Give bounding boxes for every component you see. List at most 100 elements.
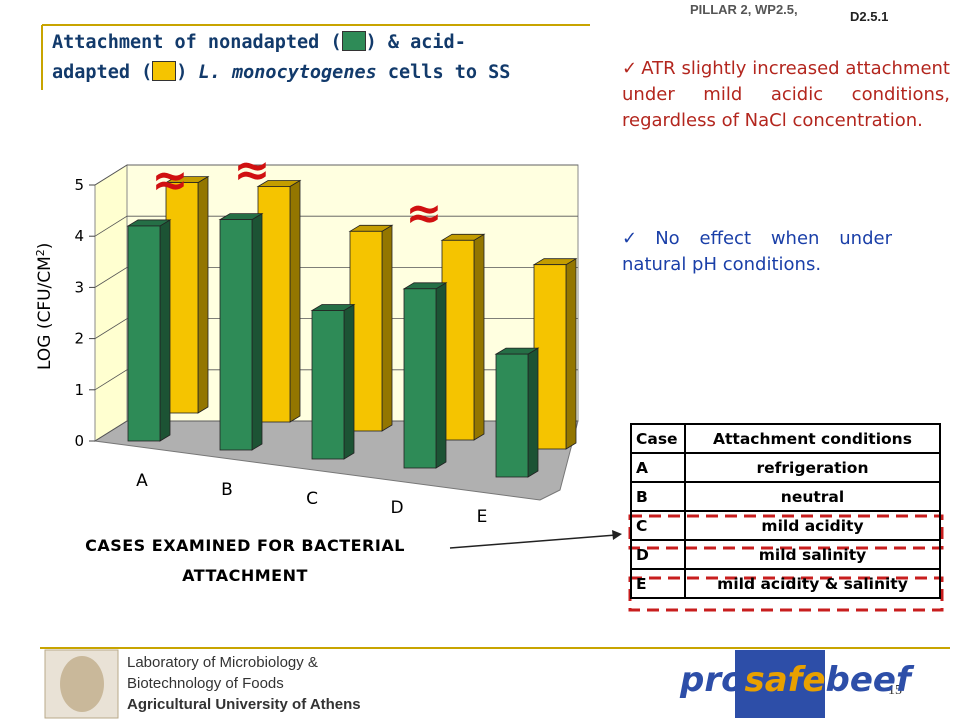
grid-line — [94, 215, 578, 237]
grid-line — [94, 266, 578, 288]
bar-front — [257, 186, 291, 423]
footer-line: Laboratory of Microbiology & — [127, 654, 318, 671]
y-tick-label: 1 — [74, 381, 84, 399]
bar-side — [197, 175, 209, 414]
bar-side — [289, 179, 301, 423]
table-header: Case Attachment conditions — [630, 423, 941, 454]
x-tick-label: D — [390, 498, 403, 518]
bar — [256, 179, 302, 423]
bar-side — [159, 219, 171, 442]
y-axis-label-part: 2 — [34, 249, 47, 256]
bullet: No effect when under natural pH conditio… — [622, 226, 892, 278]
cell: neutral — [684, 481, 941, 512]
title-text: adapted ( — [52, 62, 153, 83]
x-tick-label: A — [136, 471, 148, 491]
bar — [440, 233, 486, 441]
annotation: ≈ — [152, 155, 189, 206]
bar — [126, 219, 172, 442]
title-text: ) & acid- — [365, 32, 466, 53]
annotation: ≈ — [406, 188, 443, 239]
bar-side — [435, 282, 447, 469]
deliverable: D2.5.1 — [850, 9, 888, 24]
bar-front — [165, 182, 199, 414]
title-line: adapted () L. monocytogenes cells to SS — [52, 61, 511, 83]
bar-front — [219, 219, 253, 451]
legend-swatch — [341, 31, 366, 51]
bar — [494, 347, 540, 478]
page-number: 15 — [888, 683, 902, 698]
x-axis-label: ATTACHMENT — [182, 566, 308, 585]
bar — [164, 175, 210, 414]
logo-part: safe — [744, 660, 826, 700]
x-axis-label: CASES EXAMINED FOR BACTERIAL — [85, 536, 405, 555]
title-line: Attachment of nonadapted ( ) & acid- — [52, 28, 612, 58]
bar-side — [381, 224, 393, 432]
bar — [218, 212, 264, 451]
arrow-head — [612, 530, 622, 540]
y-axis-label-part: ) — [35, 243, 55, 250]
y-axis-label: LOG (CFU/CM2) — [34, 243, 56, 370]
logo-part: beef — [825, 660, 911, 700]
bar-front — [533, 264, 567, 450]
x-tick-label: C — [306, 489, 318, 509]
bar-front — [403, 288, 437, 469]
pillar: PILLAR 2, WP2.5, — [690, 2, 798, 17]
x-tick-label: E — [477, 507, 488, 527]
cell: mild acidity & salinity — [684, 568, 941, 599]
emblem-figure — [60, 656, 104, 712]
logo-flag — [735, 650, 825, 718]
header-cell: Attachment conditions — [684, 423, 941, 454]
bar — [348, 224, 394, 432]
y-axis-label-part: LOG (CFU/CM — [35, 256, 55, 370]
bar-front — [127, 225, 161, 442]
bullet: ATR slightly increased attachment under … — [622, 56, 950, 134]
cell: B — [630, 481, 686, 512]
cell: mild salinity — [684, 539, 941, 570]
annotation: ≈ — [234, 145, 271, 196]
bar-side — [527, 347, 539, 478]
bar — [532, 257, 578, 450]
logo: prosafebeef — [680, 660, 911, 700]
bar-front — [311, 310, 345, 460]
y-tick-label: 3 — [74, 278, 84, 296]
footer-line: Biotechnology of Foods — [127, 675, 284, 692]
title-text: Attachment of nonadapted ( — [52, 32, 342, 53]
y-tick-label: 4 — [74, 227, 84, 245]
bar-front — [495, 353, 529, 478]
header-cell: Case — [630, 423, 686, 454]
cell: E — [630, 568, 686, 599]
y-tick-label: 0 — [74, 432, 84, 450]
bar — [402, 282, 448, 469]
bar-side — [473, 233, 485, 441]
bar-side — [343, 303, 355, 460]
x-tick-label: B — [221, 480, 233, 500]
logo-part: pro — [680, 660, 745, 700]
title: Attachment of nonadapted ( ) & acid- adap… — [52, 28, 612, 88]
arrow — [449, 534, 617, 549]
grid-line — [94, 164, 578, 186]
y-tick-label: 5 — [74, 176, 84, 194]
side-wall — [94, 164, 128, 442]
y-tick-label: 2 — [74, 330, 84, 348]
title-text: cells to SS — [387, 62, 511, 83]
species: L. monocytogenes — [198, 62, 377, 83]
cell: A — [630, 452, 686, 483]
cell: C — [630, 510, 686, 541]
bar-side — [565, 257, 577, 450]
bar-side — [251, 212, 263, 451]
bar-front — [349, 230, 383, 432]
bar-front — [441, 239, 475, 441]
footer-text: Laboratory of Microbiology & Biotechnolo… — [127, 652, 361, 715]
cell: mild acidity — [684, 510, 941, 541]
legend-swatch — [152, 61, 177, 81]
cell: refrigeration — [684, 452, 941, 483]
cell: D — [630, 539, 686, 570]
